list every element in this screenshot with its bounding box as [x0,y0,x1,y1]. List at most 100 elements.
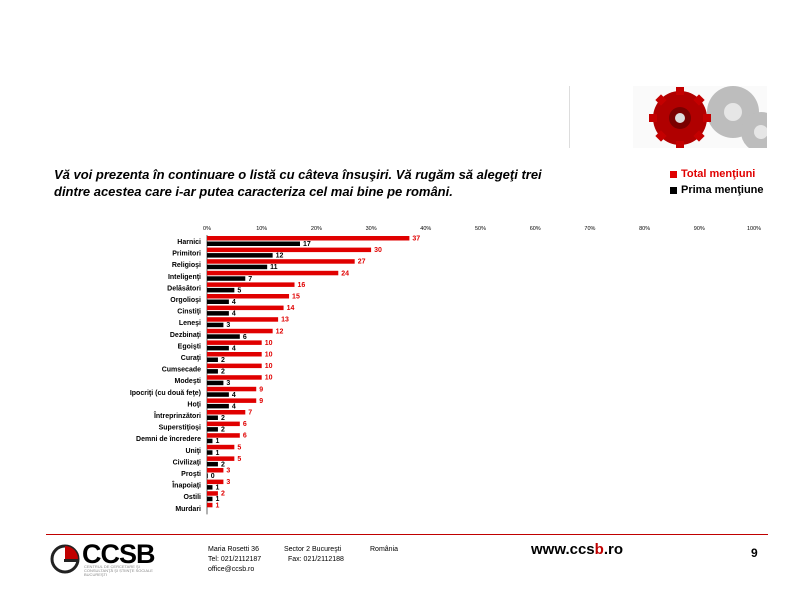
bar-total [207,270,339,276]
data-label-total: 37 [412,236,420,243]
category-label: Leneşi [179,320,201,327]
category-label: Inteligenţi [168,274,201,281]
bar-first [207,392,229,397]
data-label-first: 17 [303,241,311,248]
data-label-first: 12 [276,253,284,260]
category-label: Demni de încredere [136,436,201,443]
category-label: Proşti [181,471,201,478]
category-label: Civilizaţi [173,459,201,466]
x-tick-label: 90% [694,226,705,232]
logo-subtitle: CENTRUL DE CERCETARE ŞI CONSULTANŢĂ ŞI Ș… [84,564,153,577]
category-label: Întreprinzători [153,411,201,420]
bar-first [207,253,273,258]
category-label: Ipocriţi (cu două feţe) [130,390,201,397]
category-label: Murdari [175,506,201,513]
data-label-first: 4 [232,299,236,306]
category-label: Primitori [172,251,201,258]
bar-total [207,398,257,403]
bar-first [207,241,300,246]
data-label-total: 10 [265,340,273,347]
x-tick-label: 50% [475,226,486,232]
category-label: Uniţi [185,448,201,455]
data-label-total: 7 [248,410,252,417]
data-label-total: 12 [276,328,284,335]
legend-item-total: Total menţiuni [670,166,764,182]
data-label-first: 1 [215,438,219,445]
bar-total [207,433,240,438]
bar-first [207,496,213,502]
legend-item-first: Prima menţiune [670,182,764,198]
data-label-first: 4 [232,311,236,318]
data-label-first: 4 [232,403,236,410]
bar-total [207,294,290,299]
data-label-total: 3 [226,468,230,475]
bar-total [207,236,410,241]
data-label-first: 2 [221,415,225,422]
data-label-total: 6 [243,421,247,428]
gear-divider [569,86,570,148]
footer-divider [46,534,768,535]
address-street: Maria Rosetti 36 [208,546,259,553]
category-label: Cumsecade [162,367,201,374]
data-label-first: 2 [221,357,225,364]
gears-image [633,86,767,148]
bar-first [207,311,229,316]
x-tick-label: 60% [530,226,541,232]
data-label-total: 10 [265,363,273,370]
bar-total [207,352,262,357]
x-tick-label: 70% [584,226,595,232]
phone-number: Tel: 021/2112187 [208,556,262,563]
address-country: România [370,546,399,553]
data-label-total: 10 [265,375,273,382]
data-label-first: 3 [226,322,230,329]
data-label-first: 1 [215,450,219,457]
data-label-first: 2 [221,461,225,468]
x-tick-label: 0% [203,226,211,232]
contact-address: Maria Rosetti 36 Sector 2 Bucureşti Români… [208,545,398,575]
data-label-total: 13 [281,317,289,324]
data-label-first: 1 [215,496,219,503]
email-link[interactable]: office@ccsb.ro [208,566,255,573]
data-label-first: 3 [226,380,230,387]
bar-first [207,369,218,374]
bar-first [207,276,246,281]
bar-total [207,444,235,450]
bar-first [207,415,218,420]
website-part-1: www.ccs [531,541,595,558]
data-label-first: 7 [248,276,252,283]
address-sector: Sector 2 Bucureşti [284,546,342,553]
bar-first [207,450,213,455]
bar-first [207,357,218,362]
data-label-total: 27 [358,259,366,266]
data-label-first: 4 [232,392,236,399]
bar-total [207,375,262,380]
data-label-first: 4 [232,345,236,352]
category-label: Hoţi [187,401,201,408]
bar-total [207,456,235,461]
bar-total [207,328,273,334]
bar-first [207,485,213,490]
bar-total [207,317,279,322]
bar-first [207,461,218,467]
category-label: Superstiţioşi [159,425,201,432]
website-link[interactable]: www.ccsb.ro [531,541,623,558]
category-label: Curaţi [181,355,201,362]
bar-first [207,322,224,328]
data-label-total: 2 [221,491,225,498]
x-tick-label: 40% [420,226,431,232]
question-text: Vă voi prezenta în continuare o listă cu… [54,167,542,199]
bar-first [207,299,229,304]
bar-first [207,345,229,351]
bar-total [207,410,246,415]
category-label: Modeşti [175,378,202,385]
category-label: Ostili [183,494,201,501]
bar-first [207,403,229,409]
website-part-3: .ro [603,541,623,558]
category-label: Dezbinaţi [170,332,201,339]
bar-total [207,421,240,427]
data-label-first: 0 [211,473,215,480]
data-label-total: 9 [259,386,263,393]
data-label-first: 1 [215,485,219,492]
x-tick-label: 80% [639,226,650,232]
data-label-total: 9 [259,398,263,405]
